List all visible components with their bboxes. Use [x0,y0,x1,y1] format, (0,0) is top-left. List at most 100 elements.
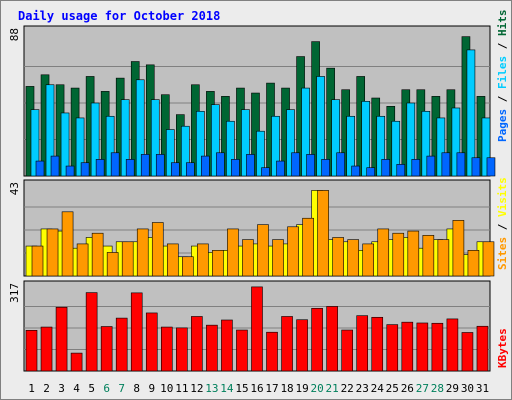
bar-kbytes-day-24 [371,316,384,372]
tick-label-day-11: 11 [175,382,188,395]
tick-label-day-1: 1 [28,382,35,395]
bar-kbytes-day-20 [311,308,323,372]
bar-pages-day-2 [50,155,60,177]
tick-label-day-7: 7 [118,382,125,395]
hits-panel-series-files [30,49,491,177]
tick-label-day-10: 10 [160,382,173,395]
bar-files-day-10 [165,129,175,177]
bar-files-day-29 [451,107,461,177]
bar-sites-day-17 [272,239,284,277]
bar-files-day-4 [75,117,85,177]
bar-files-day-2 [45,84,55,177]
bar-files-day-9 [150,99,160,177]
bar-sites-day-13 [212,250,224,277]
hits-panel-series-hits [25,36,486,177]
bar-kbytes-day-18 [281,316,293,372]
bar-pages-day-24 [381,159,391,177]
chart-title: Daily usage for October 2018 [18,9,220,23]
visits-panel-side-label-part-1: / [496,217,509,237]
bar-sites-day-10 [166,243,179,277]
bar-pages-day-13 [216,152,225,177]
bar-kbytes-day-6 [100,326,113,372]
bar-kbytes-day-30 [461,332,474,372]
bar-pages-day-10 [170,162,180,177]
visits-panel-max-label: 43 [8,182,21,195]
tick-label-day-17: 17 [265,382,278,395]
bar-pages-day-3 [65,165,75,177]
bar-sites-day-7 [121,241,134,277]
bar-files-day-11 [181,125,190,177]
bar-kbytes-day-23 [356,315,369,372]
bar-files-day-8 [135,79,145,177]
bar-kbytes-day-31 [476,325,489,372]
tick-label-day-6: 6 [103,382,110,395]
bar-pages-day-8 [140,154,150,177]
kbytes-panel-side-label-part-0: KBytes [496,328,509,368]
bar-pages-day-15 [246,154,255,177]
tick-label-day-22: 22 [341,382,354,395]
bar-pages-day-11 [186,162,195,177]
tick-label-day-21: 21 [326,382,339,395]
hits-panel-side-label-part-4: Hits [496,10,509,37]
bar-kbytes-day-21 [326,306,338,372]
tick-label-day-31: 31 [476,382,489,395]
bar-pages-day-7 [125,159,135,177]
bar-kbytes-day-15 [236,329,248,372]
tick-label-day-23: 23 [356,382,369,395]
bar-files-day-21 [331,99,340,177]
hits-panel-side-label-part-1: / [496,89,509,109]
tick-label-day-5: 5 [88,382,95,395]
bar-kbytes-day-25 [386,324,399,372]
bar-kbytes-day-17 [266,331,278,372]
bar-sites-day-5 [91,232,104,277]
bar-files-day-19 [301,87,310,177]
bar-files-day-16 [256,130,265,177]
tick-label-day-29: 29 [446,382,459,395]
visits-panel-side-label-part-0: Sites [496,237,509,270]
kbytes-panel-max-label: 317 [8,283,21,303]
bar-files-day-13 [211,104,220,177]
bar-pages-day-16 [261,167,270,177]
bar-sites-day-9 [151,222,164,277]
tick-label-day-16: 16 [250,382,263,395]
bar-pages-day-22 [351,165,360,177]
bar-files-day-27 [421,110,431,177]
hits-panel-side-label-part-3: / [496,36,509,56]
tick-label-day-15: 15 [235,382,248,395]
bar-kbytes-day-10 [160,326,173,372]
tick-label-day-19: 19 [295,382,308,395]
bar-kbytes-day-14 [221,319,233,372]
bar-pages-day-25 [396,164,406,177]
bar-kbytes-day-29 [446,318,459,372]
tick-label-day-12: 12 [190,382,203,395]
tick-label-day-24: 24 [371,382,385,395]
bar-kbytes-day-16 [251,286,263,372]
bar-kbytes-day-9 [145,312,158,372]
bar-sites-day-14 [227,228,239,277]
hits-panel-side-label-part-0: Pages [496,109,509,142]
bar-files-day-22 [346,115,355,177]
bar-kbytes-day-7 [115,317,128,372]
bar-kbytes-day-3 [55,306,68,372]
bar-sites-day-30 [467,250,480,277]
bar-kbytes-day-2 [40,326,53,372]
bar-sites-day-22 [347,239,359,277]
hits-panel-series-pages [35,152,496,177]
bar-kbytes-day-22 [341,329,353,372]
visits-panel-side-label: Sites / Visits [496,177,509,270]
tick-label-day-13: 13 [205,382,218,395]
bar-sites-day-20 [317,190,329,277]
tick-label-day-30: 30 [461,382,474,395]
bar-sites-day-4 [76,243,89,277]
bar-files-day-7 [120,99,130,177]
bar-pages-day-4 [80,162,90,177]
tick-label-day-3: 3 [58,382,65,395]
bar-files-day-1 [30,109,40,177]
bar-files-day-6 [105,115,115,177]
kbytes-panel-series-kbytes [25,286,489,372]
bar-files-day-5 [90,102,100,177]
tick-label-day-2: 2 [43,382,50,395]
bar-pages-day-23 [366,167,376,177]
bar-files-day-23 [361,101,371,177]
